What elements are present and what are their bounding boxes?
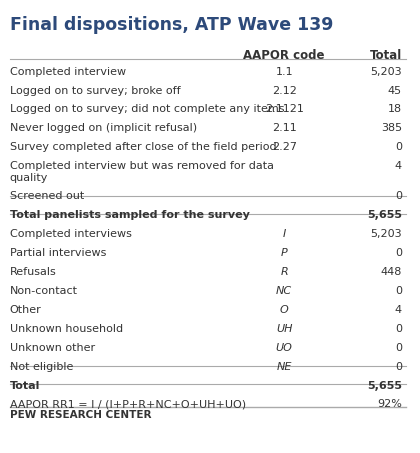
Text: 0: 0 xyxy=(395,248,402,258)
Text: Completed interviews: Completed interviews xyxy=(10,229,131,239)
Text: NC: NC xyxy=(276,286,292,296)
Text: 448: 448 xyxy=(381,267,402,277)
Text: Completed interview but was removed for data
quality: Completed interview but was removed for … xyxy=(10,161,274,183)
Text: 2.12: 2.12 xyxy=(272,86,297,96)
Text: Completed interview: Completed interview xyxy=(10,67,126,77)
Text: O: O xyxy=(280,305,289,315)
Text: Total: Total xyxy=(370,48,402,62)
Text: 92%: 92% xyxy=(377,400,402,410)
Text: 4: 4 xyxy=(395,161,402,171)
Text: 5,655: 5,655 xyxy=(367,381,402,390)
Text: NE: NE xyxy=(276,361,292,371)
Text: 2.27: 2.27 xyxy=(272,142,297,152)
Text: Unknown household: Unknown household xyxy=(10,324,123,334)
Text: Not eligible: Not eligible xyxy=(10,361,73,371)
Text: 0: 0 xyxy=(395,142,402,152)
Text: 0: 0 xyxy=(395,324,402,334)
Text: 18: 18 xyxy=(388,105,402,115)
Text: Screened out: Screened out xyxy=(10,192,84,202)
Text: 0: 0 xyxy=(395,343,402,353)
Text: Partial interviews: Partial interviews xyxy=(10,248,106,258)
Text: Logged on to survey; did not complete any items: Logged on to survey; did not complete an… xyxy=(10,105,284,115)
Text: Non-contact: Non-contact xyxy=(10,286,78,296)
Text: Total panelists sampled for the survey: Total panelists sampled for the survey xyxy=(10,210,249,220)
Text: UH: UH xyxy=(276,324,292,334)
Text: Survey completed after close of the field period: Survey completed after close of the fiel… xyxy=(10,142,276,152)
Text: P: P xyxy=(281,248,288,258)
Text: 2.1121: 2.1121 xyxy=(265,105,304,115)
Text: 4: 4 xyxy=(395,305,402,315)
Text: 0: 0 xyxy=(395,361,402,371)
Text: 5,203: 5,203 xyxy=(370,229,402,239)
Text: 385: 385 xyxy=(381,123,402,133)
Text: Other: Other xyxy=(10,305,42,315)
Text: 1.1: 1.1 xyxy=(276,67,293,77)
Text: 0: 0 xyxy=(395,192,402,202)
Text: Unknown other: Unknown other xyxy=(10,343,95,353)
Text: AAPOR RR1 = I / (I+P+R+NC+O+UH+UO): AAPOR RR1 = I / (I+P+R+NC+O+UH+UO) xyxy=(10,400,246,410)
Text: Final dispositions, ATP Wave 139: Final dispositions, ATP Wave 139 xyxy=(10,16,333,34)
Text: R: R xyxy=(280,267,288,277)
Text: 5,203: 5,203 xyxy=(370,67,402,77)
Text: 5,655: 5,655 xyxy=(367,210,402,220)
Text: Never logged on (implicit refusal): Never logged on (implicit refusal) xyxy=(10,123,197,133)
Text: UO: UO xyxy=(276,343,293,353)
Text: I: I xyxy=(283,229,286,239)
Text: AAPOR code: AAPOR code xyxy=(244,48,325,62)
Text: Total: Total xyxy=(10,381,40,390)
Text: 2.11: 2.11 xyxy=(272,123,297,133)
Text: 0: 0 xyxy=(395,286,402,296)
Text: PEW RESEARCH CENTER: PEW RESEARCH CENTER xyxy=(10,410,151,420)
Text: 45: 45 xyxy=(388,86,402,96)
Text: Logged on to survey; broke off: Logged on to survey; broke off xyxy=(10,86,180,96)
Text: Refusals: Refusals xyxy=(10,267,56,277)
